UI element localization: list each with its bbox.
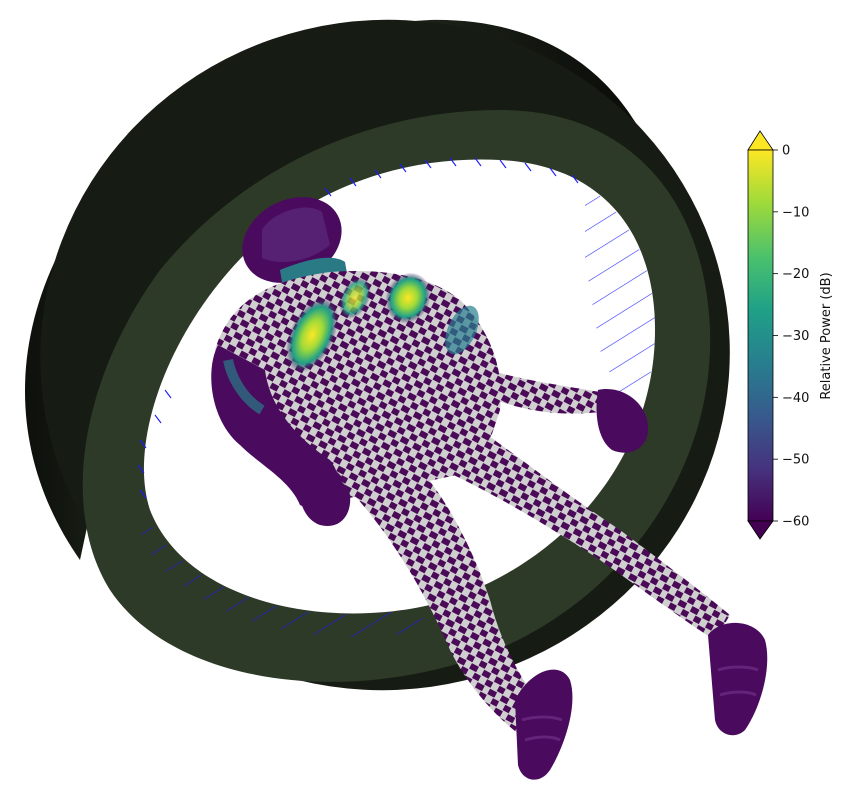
colorbar-extend-top <box>747 130 774 151</box>
left-foot <box>515 669 573 780</box>
colorbar-tick-label: −40 <box>782 391 809 406</box>
right-arm <box>490 370 612 414</box>
left-leg <box>340 470 545 735</box>
colorbar-tick-label: −50 <box>782 453 809 468</box>
colorbar-tick-label: 0 <box>782 144 790 159</box>
colorbar-gradient <box>747 149 774 522</box>
hotspot-left-shoulder <box>285 297 339 373</box>
colorbar: 0 −10 −20 −30 −40 −50 −60 Relative Power (dB) <box>747 130 834 540</box>
colorbar-extend-bottom <box>747 520 774 540</box>
right-leg <box>420 430 730 640</box>
hotspot-right-shoulder <box>385 272 431 324</box>
birdcage-coil-top <box>137 157 579 499</box>
human-body-model <box>211 197 768 780</box>
colorbar-tick-label: −10 <box>782 205 809 220</box>
right-hand <box>596 389 649 453</box>
right-foot <box>708 622 768 736</box>
birdcage-coil-right <box>585 185 655 420</box>
colorbar-tick-label: −60 <box>782 515 809 530</box>
colorbar-tick-label: −20 <box>782 267 809 282</box>
colorbar-tick-label: −30 <box>782 329 809 344</box>
birdcage-coil-bottom <box>140 512 430 638</box>
torso <box>215 270 501 500</box>
hotspot-neck <box>339 277 371 319</box>
colorbar-ticks: 0 −10 −20 −30 −40 −50 −60 <box>773 144 809 530</box>
left-hand <box>298 464 351 526</box>
ring-front-face <box>82 110 711 682</box>
colorbar-label: Relative Power (dB) <box>819 272 834 399</box>
